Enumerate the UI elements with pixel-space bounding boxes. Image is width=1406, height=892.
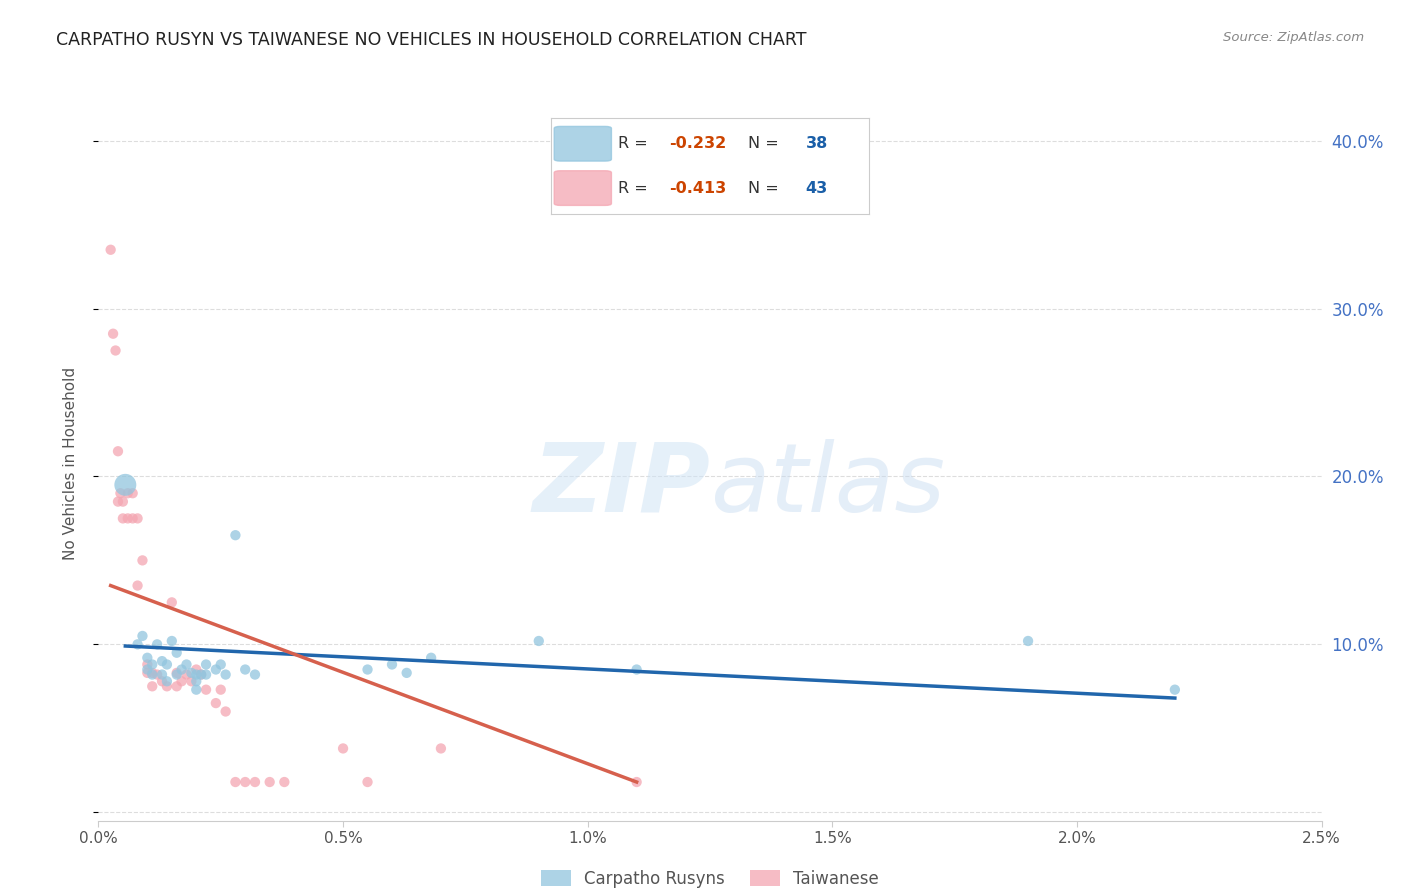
Point [205, 696, 228, 710]
Point [170, 663, 193, 677]
Point [233, 775, 256, 789]
Point [176, 667, 198, 681]
Point [104, 343, 127, 358]
Point [166, 665, 188, 680]
Legend: Carpatho Rusyns, Taiwanese: Carpatho Rusyns, Taiwanese [534, 863, 886, 892]
Point [136, 650, 159, 665]
Point [259, 775, 281, 789]
Point [1017, 634, 1039, 648]
Point [141, 679, 163, 693]
Point [166, 679, 188, 693]
Point [209, 682, 232, 697]
Point [186, 682, 208, 697]
Point [190, 667, 212, 681]
Point [214, 705, 236, 719]
Text: Source: ZipAtlas.com: Source: ZipAtlas.com [1223, 31, 1364, 45]
Point [136, 657, 159, 672]
Point [107, 444, 129, 458]
Point [101, 326, 124, 341]
Point [195, 657, 218, 672]
Point [195, 682, 218, 697]
Point [141, 657, 163, 672]
Point [150, 667, 173, 681]
Point [381, 657, 404, 672]
Text: ZIP: ZIP [531, 439, 710, 532]
Point [356, 775, 378, 789]
Point [111, 511, 134, 525]
Point [224, 528, 246, 542]
Point [141, 667, 163, 681]
Point [243, 667, 266, 681]
Point [156, 679, 179, 693]
Point [186, 667, 208, 681]
Point [395, 665, 418, 680]
Point [209, 657, 232, 672]
Point [176, 657, 198, 672]
Point [233, 663, 256, 677]
Point [111, 494, 134, 508]
Point [131, 553, 153, 567]
Point [146, 637, 169, 651]
Point [121, 486, 143, 500]
Point [180, 665, 202, 680]
Point [160, 634, 183, 648]
Point [110, 486, 132, 500]
Point [121, 511, 143, 525]
Point [273, 775, 295, 789]
Point [107, 494, 129, 508]
Point [626, 663, 648, 677]
Point [420, 650, 443, 665]
Point [127, 511, 149, 525]
Point [131, 629, 153, 643]
Point [160, 595, 183, 609]
Point [180, 674, 202, 689]
Point [127, 578, 149, 592]
Point [195, 667, 218, 681]
Point [186, 663, 208, 677]
Point [205, 663, 228, 677]
Point [150, 674, 173, 689]
Point [332, 741, 354, 756]
Point [186, 674, 208, 689]
Point [146, 667, 169, 681]
Point [166, 667, 188, 681]
Point [127, 637, 149, 651]
Point [214, 667, 236, 681]
Point [136, 663, 159, 677]
Y-axis label: No Vehicles in Household: No Vehicles in Household [63, 368, 77, 560]
Point [100, 243, 122, 257]
Point [190, 667, 212, 681]
Point [170, 674, 193, 689]
Point [430, 741, 453, 756]
Point [136, 665, 159, 680]
Point [156, 674, 179, 689]
Point [114, 478, 136, 492]
Text: CARPATHO RUSYN VS TAIWANESE NO VEHICLES IN HOUSEHOLD CORRELATION CHART: CARPATHO RUSYN VS TAIWANESE NO VEHICLES … [56, 31, 807, 49]
Point [626, 775, 648, 789]
Point [141, 665, 163, 680]
Point [1164, 682, 1187, 697]
Point [117, 486, 139, 500]
Text: atlas: atlas [710, 439, 945, 532]
Point [243, 775, 266, 789]
Point [224, 775, 246, 789]
Point [356, 663, 378, 677]
Point [166, 646, 188, 660]
Point [156, 657, 179, 672]
Point [117, 511, 139, 525]
Point [527, 634, 550, 648]
Point [150, 654, 173, 668]
